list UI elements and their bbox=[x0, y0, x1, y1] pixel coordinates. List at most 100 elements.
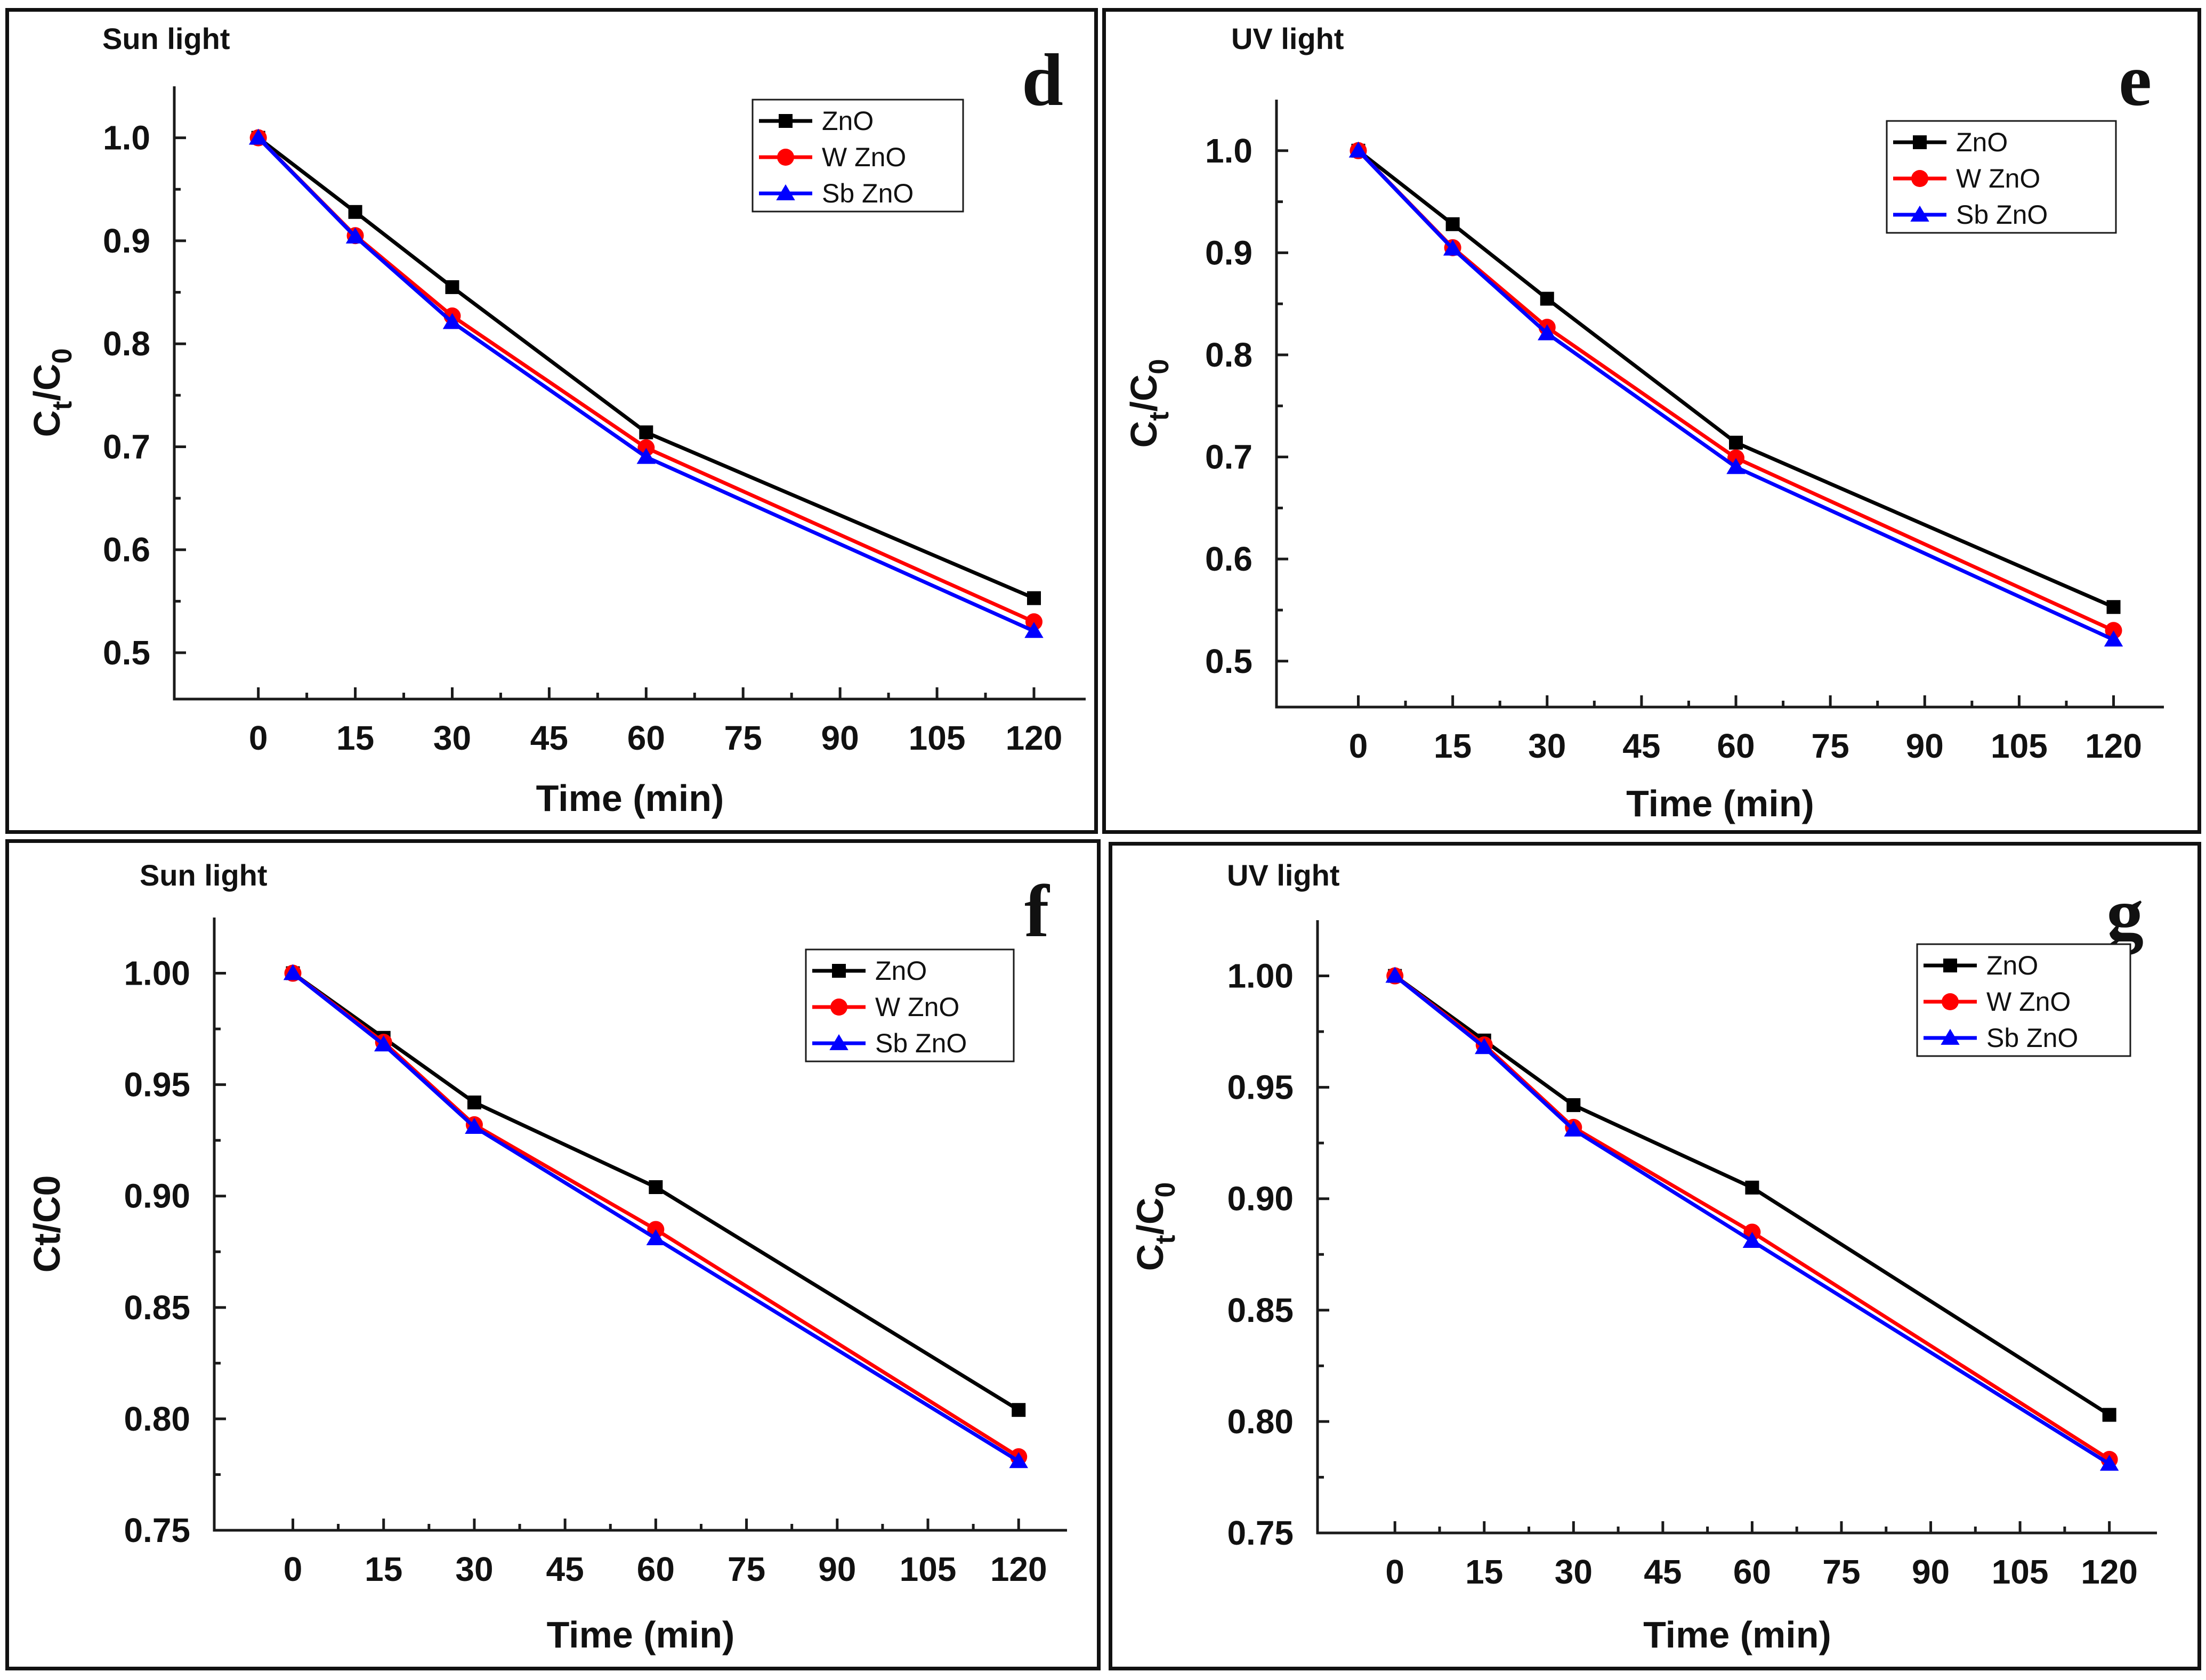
x-tick-label: 75 bbox=[724, 719, 762, 757]
legend-marker bbox=[777, 149, 794, 166]
data-point-sb-zno bbox=[374, 1035, 393, 1052]
y-tick-label: 0.90 bbox=[1227, 1180, 1294, 1218]
panel-title: UV light bbox=[1227, 858, 1340, 892]
data-point-sb-zno bbox=[465, 1117, 484, 1134]
y-tick-label: 0.80 bbox=[124, 1400, 190, 1438]
panel-letter: d bbox=[1022, 39, 1063, 121]
y-tick-label: 0.5 bbox=[103, 634, 150, 672]
legend-label: ZnO bbox=[822, 106, 874, 136]
x-tick-label: 0 bbox=[1349, 727, 1368, 765]
x-tick-label: 120 bbox=[2081, 1553, 2138, 1591]
x-tick-label: 60 bbox=[1717, 727, 1755, 765]
data-point-sb-zno bbox=[1443, 239, 1462, 256]
legend-marker bbox=[1910, 205, 1929, 222]
data-point-sb-zno bbox=[283, 964, 303, 980]
legend-label: Sb ZnO bbox=[1956, 200, 2048, 230]
legend-label: W ZnO bbox=[822, 142, 906, 172]
legend-marker bbox=[830, 999, 847, 1016]
x-tick-label: 75 bbox=[728, 1550, 765, 1588]
data-point-zno bbox=[649, 1180, 663, 1194]
y-tick-label: 0.95 bbox=[1227, 1068, 1294, 1107]
data-point-zno bbox=[1540, 291, 1554, 306]
data-point-zno bbox=[467, 1095, 481, 1110]
x-tick-label: 90 bbox=[1906, 727, 1944, 765]
x-tick-label: 105 bbox=[909, 719, 966, 757]
data-point-sb-zno bbox=[646, 1229, 666, 1246]
legend-label: Sb ZnO bbox=[875, 1028, 967, 1058]
y-tick-label: 0.6 bbox=[1205, 540, 1253, 578]
x-tick-label: 15 bbox=[336, 719, 374, 757]
y-tick-label: 1.0 bbox=[1205, 132, 1253, 170]
y-tick-label: 0.80 bbox=[1227, 1402, 1294, 1441]
data-point-sb-zno bbox=[2104, 630, 2123, 647]
panel-title: UV light bbox=[1231, 22, 1344, 55]
x-tick-label: 75 bbox=[1812, 727, 1849, 765]
x-tick-label: 60 bbox=[627, 719, 665, 757]
legend-label: ZnO bbox=[875, 956, 927, 986]
panel-letter: e bbox=[2119, 39, 2152, 121]
data-point-zno bbox=[1566, 1098, 1581, 1113]
legend-marker bbox=[832, 964, 846, 978]
x-tick-label: 105 bbox=[1992, 1553, 2049, 1591]
data-point-sb-zno bbox=[2099, 1455, 2119, 1471]
x-tick-label: 45 bbox=[546, 1550, 584, 1588]
panel-title: Sun light bbox=[140, 858, 268, 892]
data-point-sb-zno bbox=[1564, 1120, 1583, 1137]
data-point-zno bbox=[1745, 1180, 1759, 1195]
y-axis-title: Ct/C0 bbox=[26, 348, 78, 437]
data-point-sb-zno bbox=[1475, 1038, 1494, 1054]
data-point-sb-zno bbox=[1009, 1452, 1028, 1468]
legend-label: Sb ZnO bbox=[1986, 1023, 2078, 1053]
data-point-zno bbox=[639, 425, 653, 440]
data-point-zno bbox=[2106, 600, 2121, 614]
y-tick-label: 1.0 bbox=[103, 119, 150, 157]
data-point-zno bbox=[1729, 435, 1743, 450]
y-tick-label: 0.8 bbox=[103, 324, 150, 363]
data-point-sb-zno bbox=[1742, 1232, 1762, 1248]
x-tick-label: 45 bbox=[1644, 1553, 1682, 1591]
axes-frame bbox=[173, 86, 1086, 701]
data-point-zno bbox=[2102, 1408, 2116, 1422]
data-point-sb-zno bbox=[1348, 141, 1368, 158]
data-point-sb-zno bbox=[1024, 622, 1044, 638]
data-point-sb-zno bbox=[1726, 458, 1746, 474]
x-tick-label: 45 bbox=[1622, 727, 1660, 765]
x-tick-label: 90 bbox=[818, 1550, 856, 1588]
y-axis-title: Ct/C0 bbox=[1123, 359, 1175, 448]
x-tick-label: 60 bbox=[1733, 1553, 1771, 1591]
legend-marker bbox=[1941, 1028, 1960, 1045]
legend-label: ZnO bbox=[1986, 951, 2038, 980]
y-tick-label: 0.85 bbox=[124, 1288, 190, 1327]
x-axis-title: Time (min) bbox=[547, 1614, 735, 1655]
data-point-w-zno bbox=[1025, 613, 1043, 631]
chart-panel-f: 0 15 30 45 60 75 90 105 120 0.75 0.80 0.85 0.90 0.95 1… bbox=[5, 839, 1101, 1670]
panel-title: Sun light bbox=[102, 22, 230, 55]
panel-letter: f bbox=[1024, 870, 1050, 953]
y-tick-label: 0.5 bbox=[1205, 642, 1253, 680]
y-axis-title: Ct/C0 bbox=[1129, 1182, 1181, 1271]
legend-marker bbox=[829, 1034, 849, 1050]
legend-label: W ZnO bbox=[1986, 987, 2071, 1017]
x-tick-label: 30 bbox=[1528, 727, 1566, 765]
x-tick-label: 45 bbox=[530, 719, 568, 757]
chart-svg-e: 0 15 30 45 60 75 90 105 120 0.5 0.6 0.7 0.8 0.9 1.0 Tim… bbox=[1123, 22, 2164, 824]
x-tick-label: 90 bbox=[821, 719, 859, 757]
x-axis-title: Time (min) bbox=[536, 777, 724, 819]
data-point-sb-zno bbox=[345, 228, 365, 244]
y-tick-label: 0.9 bbox=[1205, 233, 1253, 272]
data-point-sb-zno bbox=[1538, 324, 1557, 340]
data-point-zno bbox=[1012, 1403, 1026, 1417]
x-tick-label: 0 bbox=[249, 719, 268, 757]
data-point-zno bbox=[1027, 591, 1041, 605]
legend-marker bbox=[1943, 959, 1957, 972]
y-tick-label: 0.75 bbox=[124, 1511, 190, 1549]
x-tick-label: 60 bbox=[637, 1550, 675, 1588]
panel-letter: g bbox=[2106, 873, 2144, 955]
x-tick-label: 105 bbox=[1991, 727, 2048, 765]
x-tick-label: 30 bbox=[433, 719, 471, 757]
y-tick-label: 0.90 bbox=[124, 1177, 190, 1215]
chart-panel-d: 0 15 30 45 60 75 90 105 120 0.5 0.6 0.7 0.8 0.9 1.0 Tim… bbox=[5, 8, 1098, 834]
y-tick-label: 0.75 bbox=[1227, 1514, 1294, 1552]
y-tick-label: 1.00 bbox=[124, 954, 190, 993]
data-point-zno bbox=[348, 205, 362, 219]
